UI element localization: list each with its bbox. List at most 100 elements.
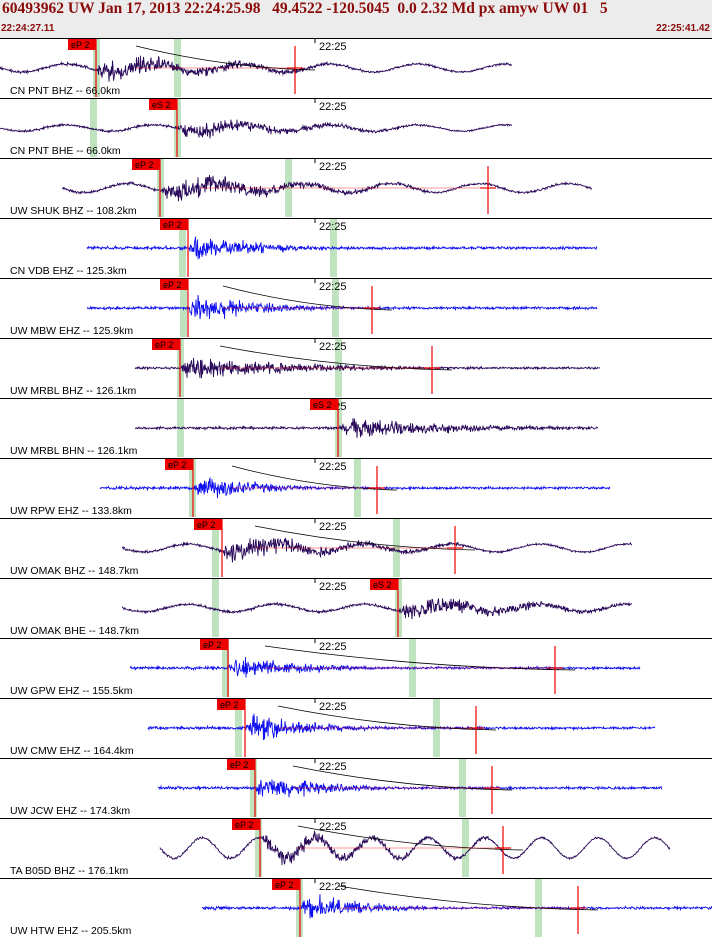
station-label: UW JCW EHZ -- 174.3km <box>10 805 130 817</box>
waveform <box>121 537 633 563</box>
pick-box[interactable] <box>160 279 188 290</box>
trace-row-cn-vdb-ehz[interactable]: 22:25 eP 2 CN VDB EHZ -- 125.3km <box>0 218 712 278</box>
station-label: UW HTW EHZ -- 205.5km <box>10 925 132 937</box>
event-header: 60493962 UW Jan 17, 2013 22:24:25.98 49.… <box>0 0 712 38</box>
trace-row-uw-omak-bhe[interactable]: 22:25 eS 2 UW OMAK BHE -- 148.7km <box>0 578 712 638</box>
pick-label: eS 2 <box>152 100 171 110</box>
pick-box[interactable] <box>200 639 228 650</box>
pick-box[interactable] <box>165 459 193 470</box>
trace-row-uw-gpw-ehz[interactable]: 22:25 eP 2 UW GPW EHZ -- 155.5km <box>0 638 712 698</box>
trace-row-uw-htw-ehz[interactable]: 22:25 eP 2 UW HTW EHZ -- 205.5km <box>0 878 712 938</box>
station-label: UW MBW EHZ -- 125.9km <box>10 325 133 337</box>
coda-decay-curve <box>264 645 576 671</box>
trace-row-cn-pnt-bhz[interactable]: 22:25 eP 2 CN PNT BHZ -- 66.0km <box>0 38 712 98</box>
station-label: UW RPW EHZ -- 133.8km <box>10 505 132 517</box>
minute-tick-label: 22:25 <box>319 701 347 713</box>
start-time: 22:24:27.11 <box>1 23 55 34</box>
station-label: UW GPW EHZ -- 155.5km <box>10 685 133 697</box>
trace-row-uw-shuk-bhz[interactable]: 22:25 eP 2 UW SHUK BHZ -- 108.2km <box>0 158 712 218</box>
waveform <box>134 418 599 438</box>
pick-label: eP 2 <box>163 220 181 230</box>
trace-row-uw-omak-bhz[interactable]: 22:25 eP 2 UW OMAK BHZ -- 148.7km <box>0 518 712 578</box>
trace-row-uw-mbw-ehz[interactable]: 22:25 eP 2 UW MBW EHZ -- 125.9km <box>0 278 712 338</box>
pick-box[interactable] <box>152 339 180 350</box>
waveform <box>201 894 712 919</box>
pick-label: eP 2 <box>155 340 173 350</box>
station-label: TA B05D BHZ -- 176.1km <box>10 865 129 877</box>
pick-label: eP 2 <box>235 820 253 830</box>
minute-tick-label: 22:25 <box>319 41 347 53</box>
waveform <box>0 55 513 82</box>
p-window-marker <box>90 99 97 157</box>
seismogram-panel[interactable]: 22:25 eP 2 CN PNT BHZ -- 66.0km 22:25 eS 2 CN… <box>0 38 712 938</box>
waveform <box>86 236 598 260</box>
minute-tick-label: 22:25 <box>319 101 347 113</box>
coda-decay-curve <box>297 825 524 851</box>
trace-row-uw-mrbl-bhz[interactable]: 22:25 eP 2 UW MRBL BHZ -- 126.1km <box>0 338 712 398</box>
minute-tick-label: 22:25 <box>319 641 347 653</box>
pick-box[interactable] <box>68 39 96 50</box>
waveform <box>0 119 513 139</box>
pick-box[interactable] <box>232 819 260 830</box>
p-window-marker <box>177 399 184 457</box>
pick-box[interactable] <box>132 159 160 170</box>
trace-row-ta-b05d-bhz[interactable]: 22:25 eP 2 TA B05D BHZ -- 176.1km <box>0 818 712 878</box>
pick-label: eP 2 <box>230 760 248 770</box>
pick-label: eS 2 <box>373 580 392 590</box>
coda-decay-curve <box>135 45 316 71</box>
minute-tick-label: 22:25 <box>319 521 347 533</box>
event-title: 60493962 UW Jan 17, 2013 22:24:25.98 49.… <box>2 0 608 17</box>
station-label: UW OMAK BHE -- 148.7km <box>10 625 139 637</box>
p-window-marker <box>255 819 262 877</box>
minute-tick-label: 22:25 <box>319 161 347 173</box>
pick-box[interactable] <box>310 399 338 410</box>
minute-tick-label: 22:25 <box>319 581 347 593</box>
minute-tick-label: 22:25 <box>319 821 347 833</box>
station-label: UW MRBL BHN -- 126.1km <box>10 445 138 457</box>
pick-box[interactable] <box>160 219 188 230</box>
pick-label: eP 2 <box>275 880 293 890</box>
pick-label: eP 2 <box>197 520 215 530</box>
pick-label: eP 2 <box>220 700 238 710</box>
station-label: UW MRBL BHZ -- 126.1km <box>10 385 136 397</box>
pick-box[interactable] <box>227 759 255 770</box>
pick-box[interactable] <box>149 99 177 110</box>
coda-decay-curve <box>219 345 453 371</box>
pick-label: eS 2 <box>313 400 332 410</box>
minute-tick-label: 22:25 <box>319 221 347 233</box>
trace-row-cn-pnt-bhe[interactable]: 22:25 eS 2 CN PNT BHE -- 66.0km <box>0 98 712 158</box>
coda-decay-curve <box>254 525 476 551</box>
waveform <box>134 357 601 379</box>
station-label: CN VDB EHZ -- 125.3km <box>10 265 127 277</box>
minute-tick-label: 22:25 <box>319 461 347 473</box>
p-window-marker <box>212 579 219 637</box>
station-label: UW CMW EHZ -- 164.4km <box>10 745 134 757</box>
pick-label: eP 2 <box>168 460 186 470</box>
minute-tick-label: 22:25 <box>319 341 347 353</box>
pick-label: eP 2 <box>135 160 153 170</box>
pick-label: eP 2 <box>203 640 221 650</box>
p-window-marker <box>212 519 219 577</box>
station-label: UW OMAK BHZ -- 148.7km <box>10 565 139 577</box>
waveform <box>86 294 598 320</box>
pick-box[interactable] <box>217 699 245 710</box>
pick-box[interactable] <box>194 519 222 530</box>
station-label: UW SHUK BHZ -- 108.2km <box>10 205 137 217</box>
minute-tick-label: 22:25 <box>319 281 347 293</box>
trace-row-uw-cmw-ehz[interactable]: 22:25 eP 2 UW CMW EHZ -- 164.4km <box>0 698 712 758</box>
pick-box[interactable] <box>370 579 398 590</box>
waveform <box>147 713 656 741</box>
waveform <box>157 779 663 798</box>
waveform <box>61 174 593 202</box>
trace-row-uw-jcw-ehz[interactable]: 22:25 eP 2 UW JCW EHZ -- 174.3km <box>0 758 712 818</box>
end-time: 22:25:41.42 <box>656 23 710 34</box>
station-label: CN PNT BHZ -- 66.0km <box>10 85 120 97</box>
trace-row-uw-rpw-ehz[interactable]: 22:25 eP 2 UW RPW EHZ -- 133.8km <box>0 458 712 518</box>
pick-label: eP 2 <box>163 280 181 290</box>
coda-decay-curve <box>277 705 497 731</box>
waveform <box>159 830 671 866</box>
waveform <box>121 598 633 620</box>
coda-decay-curve <box>338 885 599 911</box>
pick-box[interactable] <box>272 879 300 890</box>
